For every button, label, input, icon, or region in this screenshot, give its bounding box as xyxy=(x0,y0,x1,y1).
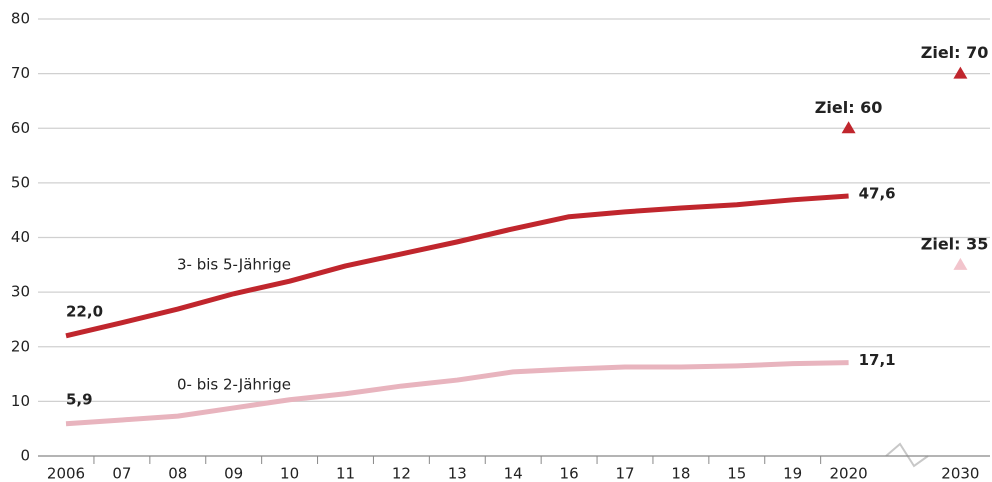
x-tick-label: 10 xyxy=(280,465,299,482)
x-tick-label: 08 xyxy=(168,465,187,482)
x-tick-label: 15 xyxy=(727,465,746,482)
y-tick-label: 20 xyxy=(11,337,30,355)
x-tick-label: 2006 xyxy=(47,465,85,482)
target-marker xyxy=(841,121,856,134)
x-tick-label: 19 xyxy=(783,465,802,482)
value-label: 22,0 xyxy=(66,302,103,320)
series-line xyxy=(65,193,849,339)
target-label: Ziel: 35 xyxy=(921,234,989,253)
x-tick-label: 07 xyxy=(112,465,131,482)
x-tick-label: 09 xyxy=(224,465,243,482)
axis-break xyxy=(885,442,929,468)
target-label: Ziel: 60 xyxy=(815,98,883,117)
series-label: 0- bis 2-Jährige xyxy=(177,376,291,394)
target-marker xyxy=(953,257,968,270)
y-tick-label: 40 xyxy=(11,228,30,246)
target-marker xyxy=(953,66,968,79)
series-label: 3- bis 5-Jährige xyxy=(177,256,291,274)
x-tick-label: 18 xyxy=(671,465,690,482)
x-tick-label: 11 xyxy=(336,465,355,482)
x-tick-label: 12 xyxy=(392,465,411,482)
y-tick-label: 80 xyxy=(11,10,30,28)
x-tick-label: 14 xyxy=(504,465,523,482)
x-tick-label: 13 xyxy=(448,465,467,482)
target-label: Ziel: 70 xyxy=(921,43,989,62)
y-tick-label: 70 xyxy=(11,64,30,82)
x-tick-label: 17 xyxy=(615,465,634,482)
y-tick-label: 0 xyxy=(20,447,30,465)
value-label: 5,9 xyxy=(66,390,93,408)
y-tick-label: 10 xyxy=(11,392,30,410)
y-tick-label: 30 xyxy=(11,283,30,301)
value-label: 47,6 xyxy=(859,184,896,202)
y-tick-label: 50 xyxy=(11,173,30,191)
value-label: 17,1 xyxy=(859,351,896,369)
x-tick-label: 16 xyxy=(560,465,579,482)
series-line xyxy=(65,360,849,427)
y-tick-label: 60 xyxy=(11,119,30,137)
x-tick-label: 2030 xyxy=(941,465,979,482)
x-tick-label: 2020 xyxy=(830,465,868,482)
